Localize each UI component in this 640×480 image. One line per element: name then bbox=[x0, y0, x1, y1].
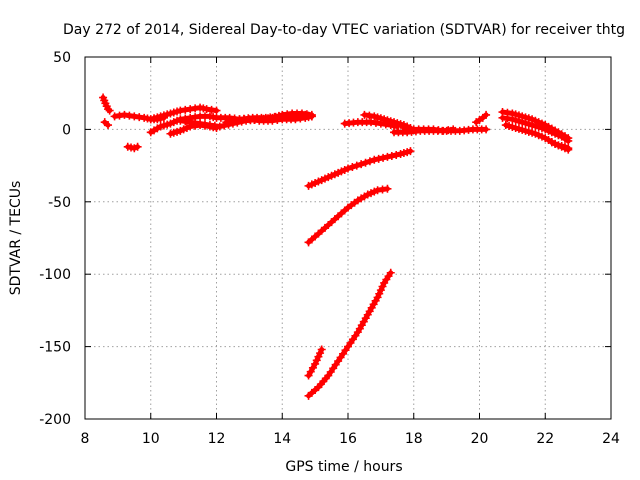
series-arc-20 bbox=[498, 113, 573, 145]
data-point-marker bbox=[104, 105, 113, 114]
data-point-marker bbox=[392, 150, 401, 159]
series-arc-11 bbox=[304, 184, 392, 247]
series-arc-2 bbox=[100, 118, 113, 130]
data-point-marker bbox=[361, 158, 370, 167]
x-tick-label: 22 bbox=[536, 431, 554, 447]
data-point-marker bbox=[386, 268, 395, 277]
data-point-marker bbox=[482, 110, 491, 119]
data-point-marker bbox=[104, 121, 113, 130]
series-arc-9 bbox=[222, 110, 316, 127]
data-point-marker bbox=[307, 112, 316, 121]
y-tick-label: -100 bbox=[39, 267, 71, 283]
data-point-marker bbox=[365, 157, 374, 166]
x-axis-label: GPS time / hours bbox=[285, 459, 402, 475]
data-point-marker bbox=[357, 160, 366, 169]
data-point-marker bbox=[387, 151, 396, 160]
data-point-marker bbox=[449, 125, 458, 134]
data-point-marker bbox=[317, 345, 326, 354]
data-point-marker bbox=[378, 282, 387, 291]
data-point-marker bbox=[314, 352, 323, 361]
data-point-marker bbox=[312, 356, 321, 365]
data-point-marker bbox=[482, 125, 491, 134]
x-tick-label: 18 bbox=[405, 431, 423, 447]
tick-layer bbox=[84, 56, 612, 420]
tick-label-layer: 8 10 12 14 16 18 20 22 24 -200 -150 -100 -50 0 50 bbox=[39, 50, 620, 447]
x-tick-label: 12 bbox=[208, 431, 226, 447]
chart-title: Day 272 of 2014, Sidereal Day-to-day VTE… bbox=[63, 22, 625, 38]
data-point-marker bbox=[564, 144, 573, 153]
series-arc-6 bbox=[146, 103, 221, 124]
data-point-marker bbox=[376, 286, 385, 295]
x-tick-label: 24 bbox=[602, 431, 620, 447]
x-tick-label: 14 bbox=[273, 431, 291, 447]
series-arc-18 bbox=[472, 110, 491, 127]
data-point-marker bbox=[374, 154, 383, 163]
x-tick-label: 8 bbox=[81, 431, 90, 447]
data-point-marker bbox=[406, 147, 415, 156]
y-tick-label: 50 bbox=[53, 50, 71, 66]
data-point-marker bbox=[373, 293, 382, 302]
data-point-marker bbox=[352, 161, 361, 170]
data-point-marker bbox=[105, 106, 114, 115]
data-point-marker bbox=[212, 106, 221, 115]
data-point-marker bbox=[226, 117, 235, 126]
y-tick-label: -150 bbox=[39, 340, 71, 356]
x-tick-label: 16 bbox=[339, 431, 357, 447]
series-arc-22 bbox=[547, 138, 573, 153]
data-point-marker bbox=[133, 142, 142, 151]
series-layer bbox=[99, 93, 573, 400]
series-arc-12 bbox=[304, 268, 395, 400]
data-point-marker bbox=[375, 289, 384, 298]
data-point-marker bbox=[379, 153, 388, 162]
data-point-marker bbox=[316, 349, 325, 358]
grid-layer bbox=[85, 57, 611, 419]
data-point-marker bbox=[231, 116, 240, 125]
data-point-marker bbox=[344, 164, 352, 173]
data-point-marker bbox=[370, 155, 379, 164]
y-tick-label: 0 bbox=[62, 122, 71, 138]
data-point-marker bbox=[348, 163, 357, 172]
series-arc-10 bbox=[304, 147, 415, 190]
data-point-marker bbox=[383, 152, 392, 161]
x-tick-label: 20 bbox=[471, 431, 489, 447]
y-axis-label: SDTVAR / TECUs bbox=[8, 181, 24, 296]
series-arc-4 bbox=[123, 142, 142, 153]
x-tick-label: 10 bbox=[142, 431, 160, 447]
series-arc-13 bbox=[304, 345, 326, 380]
y-tick-label: -200 bbox=[39, 412, 71, 428]
series-arc-17 bbox=[399, 123, 458, 135]
data-point-marker bbox=[215, 122, 224, 131]
series-arc-1 bbox=[99, 93, 114, 115]
y-tick-label: -50 bbox=[48, 195, 71, 211]
data-point-marker bbox=[222, 118, 231, 127]
data-point-marker bbox=[311, 359, 320, 368]
data-point-marker bbox=[564, 136, 573, 145]
data-point-marker bbox=[383, 184, 392, 193]
